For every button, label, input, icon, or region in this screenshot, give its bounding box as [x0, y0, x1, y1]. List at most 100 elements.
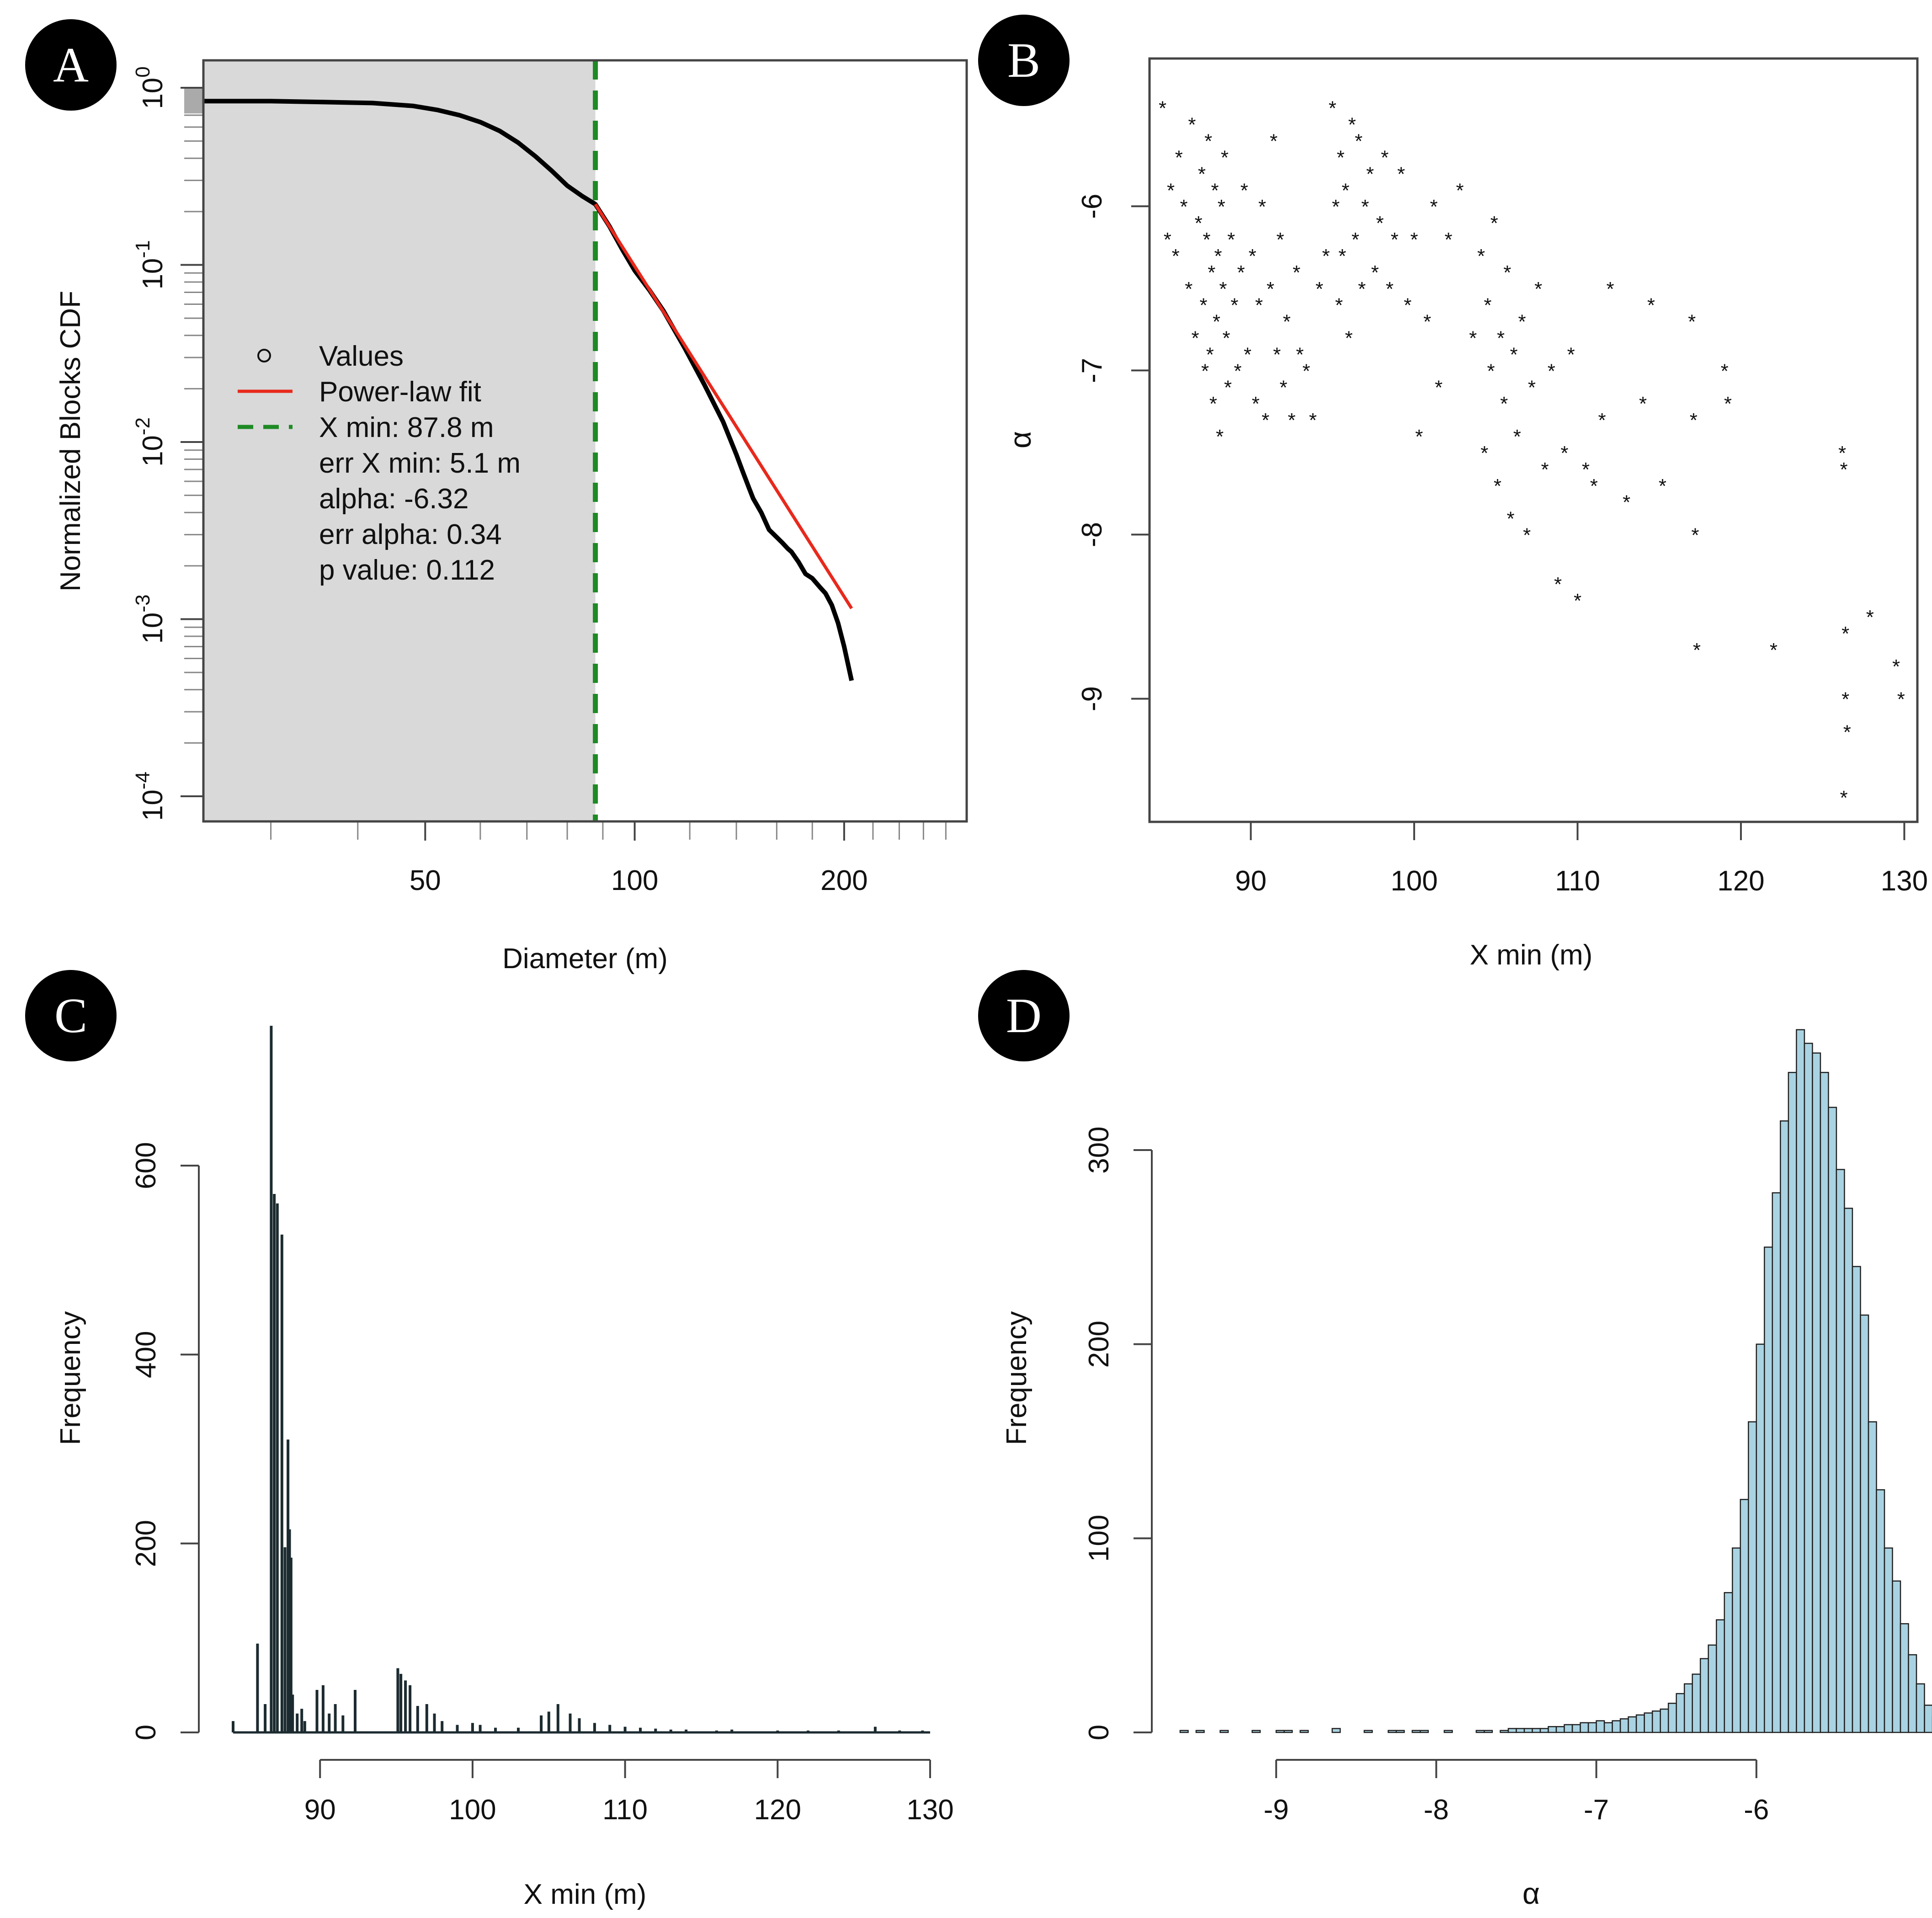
scatter-point: * — [1224, 376, 1232, 399]
scatter-point: * — [1503, 261, 1511, 284]
scatter-point: * — [1639, 393, 1647, 415]
histogram-bar — [1660, 1708, 1669, 1733]
histogram-bar — [1539, 1728, 1549, 1733]
cdf-values-line — [203, 99, 854, 681]
scatter-point: * — [1404, 294, 1411, 317]
y-tick-label: 100 — [132, 66, 169, 109]
y-tick-base: 10 — [137, 258, 169, 290]
scatter-point: * — [1309, 409, 1317, 432]
scatter-point: * — [1208, 261, 1215, 284]
y-tick-base: 10 — [137, 435, 169, 467]
panel-b-points: * * * * * * * * * * * * * * * * * * * * * * * * * * * * * * * * * * * * * * * *… — [1159, 97, 1905, 809]
scatter-point: * — [1199, 294, 1207, 317]
legend-values-symbol — [257, 349, 271, 362]
histogram-bar — [456, 1725, 459, 1732]
histogram-bar — [669, 1729, 672, 1732]
scatter-point: * — [1211, 179, 1219, 202]
scatter-point: * — [1376, 212, 1384, 234]
histogram-bar — [256, 1643, 259, 1732]
panel-d: -9 -8 -7 -6 0 100 200 300 α Frequency D — [978, 970, 1932, 1910]
histogram-bar — [1507, 1728, 1517, 1733]
scatter-point: * — [1513, 426, 1521, 448]
scatter-point: * — [1554, 573, 1562, 596]
scatter-point: * — [1410, 229, 1418, 251]
histogram-bar — [1748, 1421, 1757, 1733]
histogram-bar — [1740, 1499, 1749, 1733]
histogram-bar — [404, 1680, 407, 1732]
panel-d-y-axis-label: Frequency — [1001, 1311, 1033, 1445]
histogram-bar — [1580, 1722, 1589, 1733]
panel-a-x-axis: 50 100 200 — [410, 821, 868, 896]
scatter-point: * — [1500, 393, 1508, 415]
histogram-bar — [1283, 1730, 1293, 1733]
scatter-point: * — [1240, 179, 1248, 202]
y-tick-label: 200 — [1083, 1321, 1115, 1368]
scatter-point: * — [1386, 278, 1394, 300]
x-tick-label: 90 — [1235, 865, 1267, 897]
scatter-point: * — [1598, 409, 1606, 432]
legend-values-label: Values — [319, 341, 404, 372]
histogram-bar — [1331, 1728, 1341, 1733]
histogram-bar — [1475, 1730, 1485, 1733]
histogram-bar — [1195, 1730, 1205, 1733]
scatter-point: * — [1371, 261, 1379, 284]
scatter-point: * — [1528, 376, 1536, 399]
x-tick-label: 110 — [602, 1794, 648, 1826]
scatter-point: * — [1283, 311, 1291, 333]
histogram-bar — [1732, 1547, 1741, 1733]
scatter-point: * — [1477, 245, 1485, 267]
panel-a-y-axis-label: Normalized Blocks CDF — [55, 291, 86, 591]
histogram-bar — [1699, 1658, 1709, 1733]
scatter-point: * — [1391, 229, 1399, 251]
histogram-bar — [715, 1730, 718, 1732]
y-tick-label: -9 — [1076, 686, 1108, 711]
histogram-bar — [1788, 1071, 1797, 1733]
panel-b-y-axis: -6 -7 -8 -9 — [1076, 194, 1150, 711]
scatter-point: * — [1234, 360, 1241, 382]
scatter-point: * — [1185, 278, 1192, 300]
scatter-point: * — [1494, 475, 1501, 497]
scatter-point: * — [1337, 147, 1345, 169]
histogram-bar — [1548, 1726, 1557, 1733]
panel-c-badge — [25, 970, 117, 1061]
histogram-bar — [1251, 1730, 1261, 1733]
histogram-bar — [540, 1715, 543, 1732]
scatter-point: * — [1690, 409, 1698, 432]
histogram-bar — [1219, 1730, 1229, 1733]
scatter-point: * — [1724, 393, 1732, 415]
scatter-point: * — [1693, 639, 1701, 661]
histogram-bar — [1420, 1730, 1429, 1733]
histogram-bar — [1516, 1728, 1525, 1733]
scatter-point: * — [1487, 360, 1495, 382]
legend-err-xmin-label: err X min: 5.1 m — [319, 448, 521, 479]
scatter-point: * — [1548, 360, 1555, 382]
scatter-point: * — [1423, 311, 1431, 333]
scatter-point: * — [1188, 114, 1196, 136]
histogram-bar — [1692, 1673, 1701, 1733]
histogram-bar — [1603, 1722, 1613, 1733]
x-tick-label: 100 — [1390, 865, 1437, 897]
scatter-point: * — [1518, 311, 1526, 333]
histogram-bar — [1395, 1730, 1405, 1733]
scatter-point: * — [1843, 721, 1851, 744]
histogram-bar — [1900, 1623, 1909, 1733]
scatter-point: * — [1237, 261, 1245, 284]
y-tick-label: -7 — [1076, 358, 1108, 383]
histogram-bar — [264, 1704, 267, 1732]
scatter-point: * — [1204, 130, 1212, 153]
histogram-bar — [1828, 1107, 1837, 1733]
histogram-bar — [1564, 1724, 1573, 1733]
histogram-bar — [341, 1715, 345, 1732]
panel-c-badge-label: C — [54, 989, 87, 1043]
histogram-bar — [1275, 1730, 1285, 1733]
legend-xmin-label: X min: 87.8 m — [319, 412, 494, 443]
panel-d-x-axis-label: α — [1522, 1876, 1540, 1910]
scatter-point: * — [1230, 294, 1238, 317]
panel-b-x-axis-label: X min (m) — [1470, 939, 1593, 971]
histogram-bar — [1179, 1730, 1189, 1733]
histogram-bar — [409, 1685, 412, 1732]
scatter-point: * — [1332, 196, 1340, 218]
scatter-point: * — [1567, 344, 1575, 366]
histogram-bar — [837, 1730, 840, 1732]
